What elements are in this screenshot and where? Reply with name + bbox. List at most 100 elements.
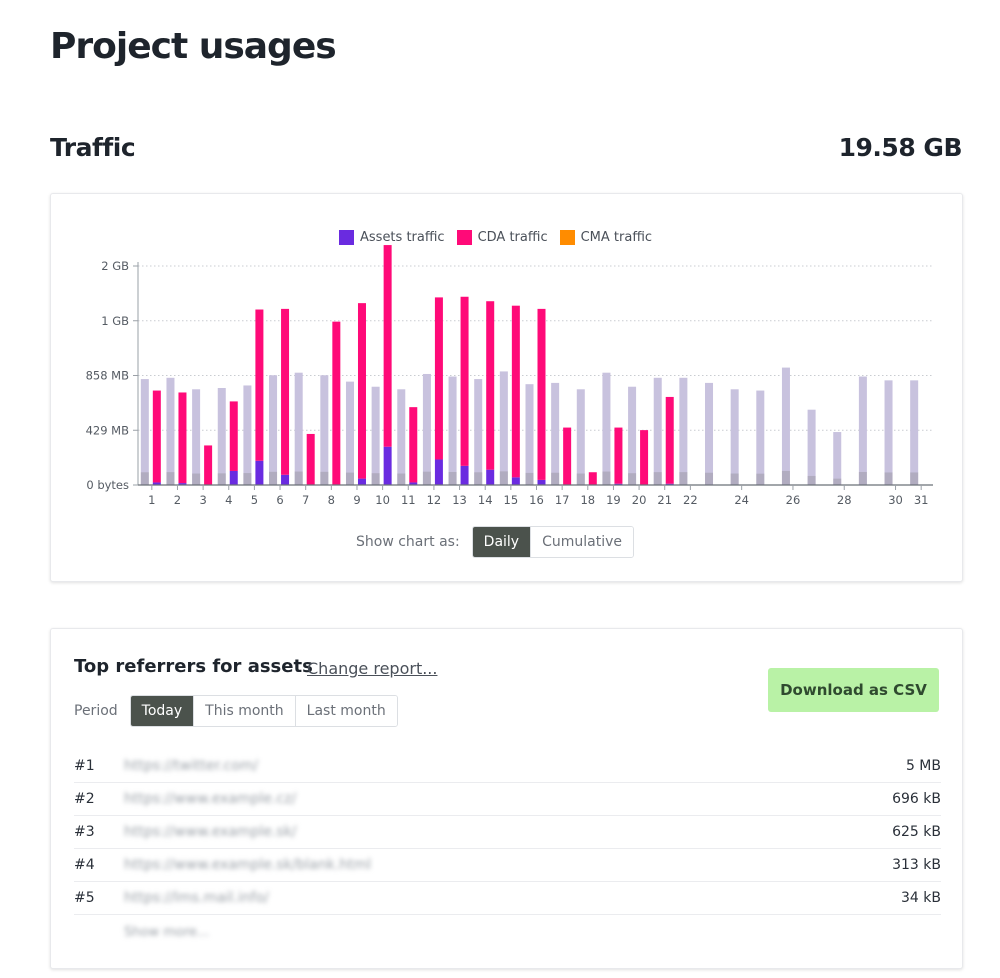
comparison-bar (807, 409, 816, 485)
comparison-bar-base (781, 470, 790, 485)
referrer-url[interactable]: https://www.example.sk/ (124, 824, 297, 840)
cumulative-button[interactable]: Cumulative (531, 527, 634, 557)
comparison-bar (320, 375, 329, 485)
referrer-rank: #4 (74, 857, 95, 873)
traffic-bar (178, 483, 187, 485)
referrer-rank: #3 (74, 824, 95, 840)
x-tick-label: 9 (353, 493, 360, 507)
traffic-bar (178, 392, 187, 484)
x-tick-label: 14 (478, 493, 493, 507)
traffic-bar (409, 482, 418, 485)
comparison-bar (551, 382, 560, 485)
referrer-url[interactable]: https://lms.mail.info/ (124, 890, 269, 906)
x-tick-label: 28 (837, 493, 852, 507)
period-this-month-button[interactable]: This month (194, 696, 296, 726)
traffic-bar (486, 301, 495, 470)
comparison-bar-base (474, 472, 483, 485)
referrer-url[interactable]: https://www.example.cz/ (124, 791, 297, 807)
comparison-bar (653, 377, 662, 485)
traffic-bar (383, 446, 392, 485)
referrer-size: 696 kB (892, 791, 941, 807)
x-tick-label: 19 (606, 493, 621, 507)
traffic-bar (537, 479, 546, 485)
chart-legend: Assets traffic CDA traffic CMA traffic (339, 230, 652, 245)
comparison-bar-base (679, 472, 688, 485)
x-tick-label: 8 (328, 493, 335, 507)
legend-cda-label: CDA traffic (477, 230, 548, 245)
change-report-link[interactable]: Change report... (307, 659, 438, 678)
period-selector: Period Today This month Last month (74, 695, 398, 727)
traffic-bar (409, 407, 418, 483)
x-tick-label: 10 (375, 493, 390, 507)
comparison-bar-base (910, 472, 919, 485)
show-more-link[interactable]: Show more... (124, 924, 210, 940)
traffic-bar (640, 430, 649, 485)
traffic-bar (665, 396, 674, 484)
download-csv-button[interactable]: Download as CSV (768, 668, 939, 712)
comparison-bar-base (858, 471, 867, 485)
legend-cda[interactable]: CDA traffic (456, 230, 548, 245)
referrers-list: #1 https://twitter.com/ 5 MB #2 https://… (74, 750, 941, 949)
x-tick-label: 20 (632, 493, 647, 507)
x-tick-label: 5 (251, 493, 258, 507)
x-tick-label: 31 (914, 493, 929, 507)
referrer-size: 34 kB (901, 890, 941, 906)
traffic-bar (588, 472, 597, 485)
comparison-bar-base (192, 473, 201, 485)
y-tick-label: 2 GB (101, 259, 129, 273)
comparison-bar (910, 380, 919, 485)
period-today-button[interactable]: Today (130, 696, 195, 726)
comparison-bar (397, 389, 406, 485)
traffic-bar (665, 483, 674, 485)
traffic-bar (434, 297, 443, 460)
y-tick-label: 429 MB (86, 423, 130, 437)
referrer-rank: #1 (74, 758, 95, 774)
period-segmented: Today This month Last month (129, 695, 398, 727)
chart-mode-segmented: Daily Cumulative (471, 526, 635, 558)
comparison-bar (679, 377, 688, 485)
comparison-bar (781, 367, 790, 485)
comparison-bar-base (833, 478, 842, 485)
comparison-bar-base (576, 473, 585, 485)
daily-button[interactable]: Daily (472, 527, 532, 557)
traffic-chart-card: Assets traffic CDA traffic CMA traffic 0… (50, 193, 963, 582)
x-tick-label: 16 (529, 493, 544, 507)
x-tick-label: 21 (657, 493, 672, 507)
legend-cma[interactable]: CMA traffic (559, 230, 652, 245)
comparison-bar (166, 377, 175, 485)
referrers-title: Top referrers for assets (74, 656, 313, 677)
traffic-bar (229, 470, 238, 485)
period-last-month-button[interactable]: Last month (295, 696, 397, 726)
referrer-row: #1 https://twitter.com/ 5 MB (74, 750, 941, 783)
traffic-bar (486, 469, 495, 485)
x-tick-label: 2 (174, 493, 181, 507)
referrer-rank: #2 (74, 791, 95, 807)
comparison-bar-base (294, 471, 303, 485)
x-tick-label: 15 (504, 493, 519, 507)
referrer-url[interactable]: https://www.example.sk/blank.html (124, 857, 372, 873)
referrer-size: 625 kB (892, 824, 941, 840)
legend-assets[interactable]: Assets traffic (339, 230, 445, 245)
referrer-url[interactable]: https://twitter.com/ (124, 758, 259, 774)
comparison-bar-base (243, 473, 252, 485)
comparison-bar-base (730, 473, 739, 485)
comparison-bar-base (884, 472, 893, 485)
comparison-bar-base (525, 472, 534, 485)
comparison-bar-base (269, 471, 278, 485)
traffic-bar (614, 427, 623, 484)
x-tick-label: 30 (888, 493, 903, 507)
y-tick-label: 1 GB (101, 314, 129, 328)
comparison-bar-base (422, 471, 431, 485)
comparison-bar-base (628, 473, 637, 485)
traffic-bar (281, 474, 290, 485)
y-tick-label: 858 MB (86, 369, 130, 383)
x-tick-label: 26 (786, 493, 801, 507)
referrer-row: #3 https://www.example.sk/ 625 kB (74, 816, 941, 849)
referrer-row: #5 https://lms.mail.info/ 34 kB (74, 882, 941, 915)
referrers-card: Top referrers for assets Change report..… (50, 628, 963, 969)
x-tick-label: 22 (683, 493, 698, 507)
comparison-bar (217, 388, 226, 485)
comparison-bar-base (140, 472, 149, 485)
x-tick-label: 6 (276, 493, 283, 507)
traffic-bar (511, 305, 520, 478)
